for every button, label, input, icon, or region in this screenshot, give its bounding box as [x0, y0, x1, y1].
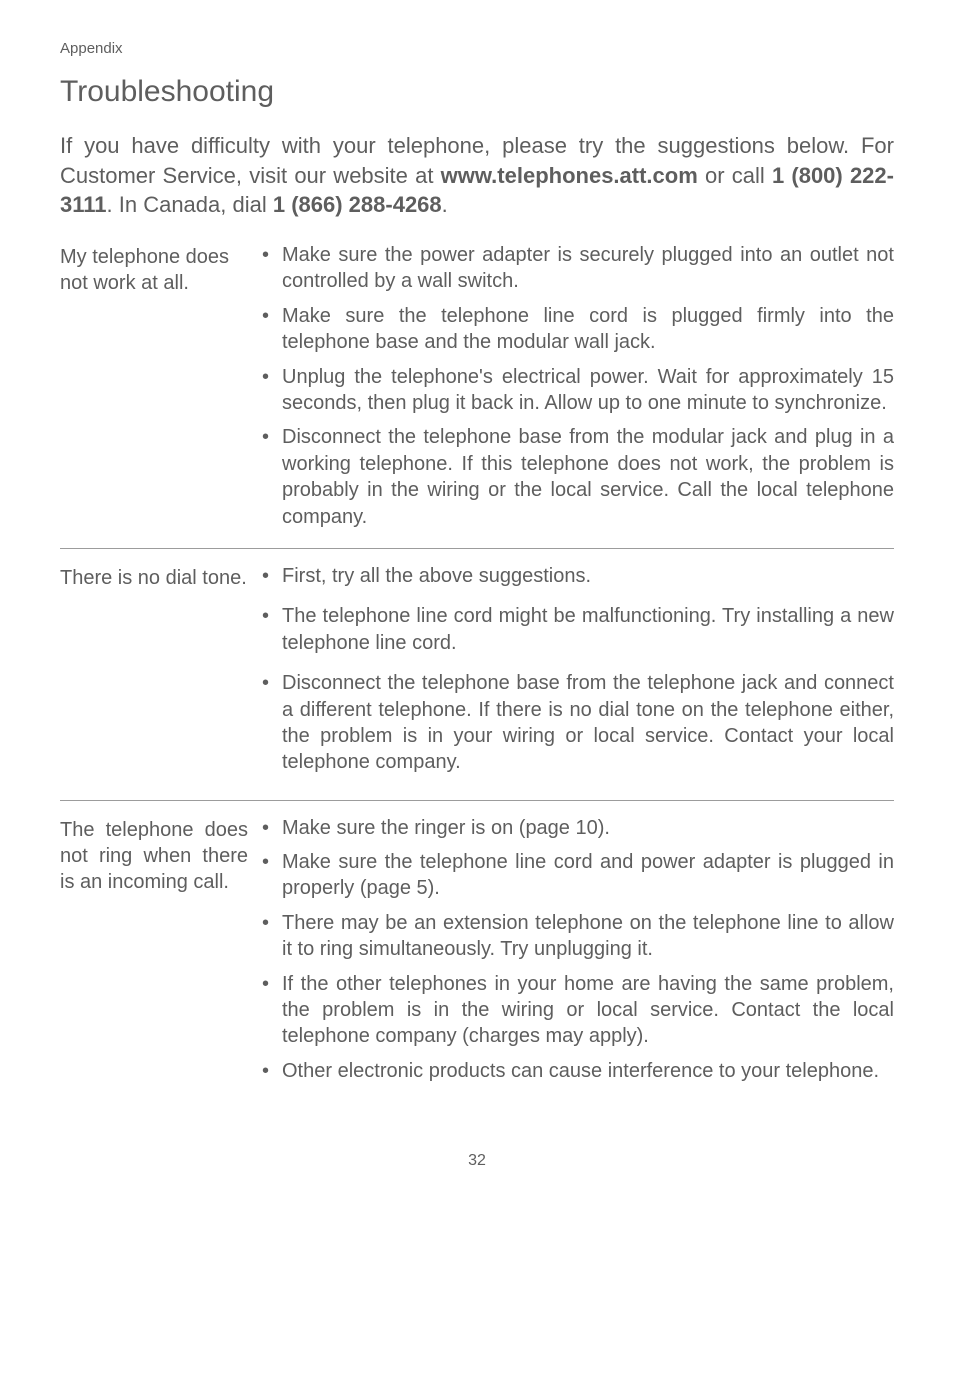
- list-item: If the other telephones in your home are…: [260, 971, 894, 1050]
- section-list: Make sure the power adapter is securely …: [260, 242, 894, 530]
- list-item: Make sure the telephone line cord and po…: [260, 849, 894, 902]
- intro-paragraph: If you have difficulty with your telepho…: [60, 131, 894, 220]
- intro-text-4: .: [442, 192, 448, 217]
- list-item: Disconnect the telephone base from the m…: [260, 424, 894, 530]
- intro-website: www.telephones.att.com: [441, 163, 698, 188]
- list-item: Disconnect the telephone base from the t…: [260, 670, 894, 776]
- breadcrumb: Appendix: [60, 40, 894, 57]
- section-topic: My telephone does not work at all.: [60, 244, 248, 296]
- section-topic: There is no dial tone.: [60, 565, 248, 591]
- troubleshooting-section: There is no dial tone. First, try all the…: [60, 548, 894, 790]
- intro-text-2: or call: [698, 163, 772, 188]
- list-item: Unplug the telephone's electrical power.…: [260, 364, 894, 417]
- list-item: There may be an extension telephone on t…: [260, 910, 894, 963]
- section-list: First, try all the above suggestions. The…: [260, 563, 894, 776]
- list-item: Other electronic products can cause inte…: [260, 1058, 894, 1084]
- section-topic: The telephone does not ring when there i…: [60, 817, 248, 895]
- list-item: The telephone line cord might be malfunc…: [260, 603, 894, 656]
- list-item: Make sure the ringer is on (page 10).: [260, 815, 894, 841]
- troubleshooting-section: The telephone does not ring when there i…: [60, 800, 894, 1093]
- page-title: Troubleshooting: [60, 75, 894, 109]
- section-list: Make sure the ringer is on (page 10). Mak…: [260, 815, 894, 1085]
- page-number: 32: [60, 1152, 894, 1170]
- troubleshooting-section: My telephone does not work at all.Make s…: [60, 242, 894, 538]
- intro-phone-2: 1 (866) 288-4268: [273, 192, 442, 217]
- intro-text-3: . In Canada, dial: [107, 192, 273, 217]
- list-item: First, try all the above suggestions.: [260, 563, 894, 589]
- list-item: Make sure the power adapter is securely …: [260, 242, 894, 295]
- list-item: Make sure the telephone line cord is plu…: [260, 303, 894, 356]
